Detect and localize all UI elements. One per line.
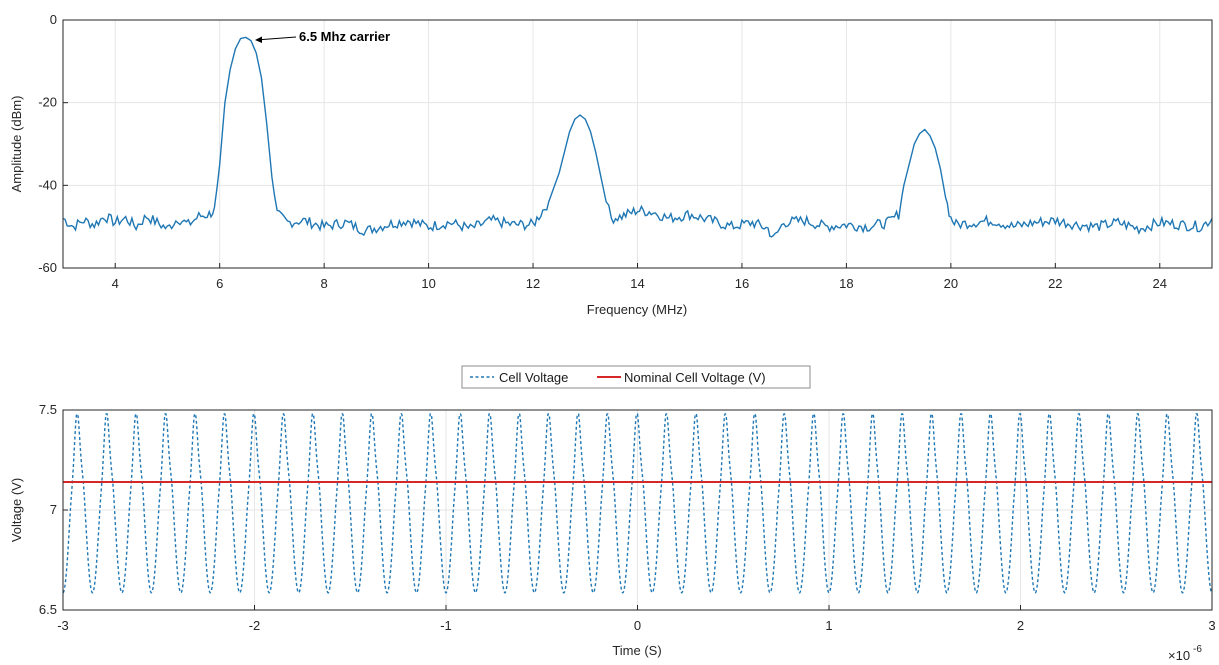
- spectrum-y-tick-label: -60: [38, 260, 57, 275]
- spectrum-x-tick-label: 24: [1153, 276, 1167, 291]
- legend-nominal-voltage-label: Nominal Cell Voltage (V): [624, 370, 766, 385]
- voltage-legend: Cell Voltage Nominal Cell Voltage (V): [461, 365, 811, 389]
- voltage-y-axis-label: Voltage (V): [9, 478, 24, 542]
- spectrum-line: [62, 36, 1213, 238]
- spectrum-y-tick-label: 0: [50, 12, 57, 27]
- voltage-x-axis-label: Time (S): [612, 643, 661, 658]
- spectrum-x-tick-label: 14: [630, 276, 644, 291]
- spectrum-x-tick-label: 16: [735, 276, 749, 291]
- voltage-x-tick-label: -3: [57, 618, 69, 633]
- x-axis-exponent: ×10 -6: [1168, 644, 1202, 663]
- voltage-y-tick-label: 6.5: [39, 602, 57, 617]
- spectrum-x-tick-labels: 4 6 8 10 12 14 16 18 20 22 24: [112, 276, 1167, 291]
- spectrum-y-tick-label: -40: [38, 177, 57, 192]
- spectrum-gridlines: [63, 19, 1212, 269]
- voltage-y-tick-label: 7: [50, 502, 57, 517]
- carrier-annotation-text: 6.5 Mhz carrier: [299, 29, 390, 44]
- voltage-x-tick-label: -1: [440, 618, 452, 633]
- legend-cell-voltage-label: Cell Voltage: [499, 370, 568, 385]
- voltage-x-tick-label: 0: [634, 618, 641, 633]
- x-axis-exponent-base: ×10: [1168, 648, 1190, 663]
- cell-voltage-line: [62, 413, 1213, 594]
- spectrum-x-axis-label: Frequency (MHz): [587, 302, 687, 317]
- spectrum-y-axis-label: Amplitude (dBm): [9, 96, 24, 193]
- carrier-arrowhead: [255, 36, 262, 43]
- spectrum-y-tick-labels: -60 -40 -20 0: [38, 12, 57, 275]
- voltage-x-tick-label: 3: [1208, 618, 1215, 633]
- spectrum-chart: 4 6 8 10 12 14 16 18 20 22 24 -60 -40 -20 0 6.5 Mhz c…: [9, 12, 1213, 317]
- voltage-x-tick-labels: -3 -2 -1 0 1 2 3: [57, 618, 1215, 633]
- voltage-chart: Cell Voltage Nominal Cell Voltage (V) -3…: [9, 365, 1216, 663]
- legend-box: [461, 365, 811, 389]
- spectrum-y-tick-label: -20: [38, 95, 57, 110]
- spectrum-x-tick-label: 10: [421, 276, 435, 291]
- carrier-annotation-arrow: [255, 36, 297, 41]
- voltage-y-tick-labels: 6.5 7 7.5: [39, 402, 57, 617]
- spectrum-x-tick-label: 18: [839, 276, 853, 291]
- voltage-x-tick-label: 1: [825, 618, 832, 633]
- voltage-x-tick-label: -2: [249, 618, 261, 633]
- spectrum-x-tick-label: 12: [526, 276, 540, 291]
- spectrum-x-tick-label: 22: [1048, 276, 1062, 291]
- x-axis-exponent-power: -6: [1193, 644, 1202, 655]
- voltage-y-tick-label: 7.5: [39, 402, 57, 417]
- carrier-annotation: 6.5 Mhz carrier: [255, 29, 390, 44]
- spectrum-x-tick-label: 20: [944, 276, 958, 291]
- voltage-axes-box: [62, 409, 1213, 611]
- spectrum-x-tick-label: 4: [112, 276, 119, 291]
- spectrum-axes-box: [62, 19, 1213, 269]
- spectrum-x-tick-label: 8: [321, 276, 328, 291]
- voltage-x-tick-label: 2: [1017, 618, 1024, 633]
- spectrum-x-tick-label: 6: [216, 276, 223, 291]
